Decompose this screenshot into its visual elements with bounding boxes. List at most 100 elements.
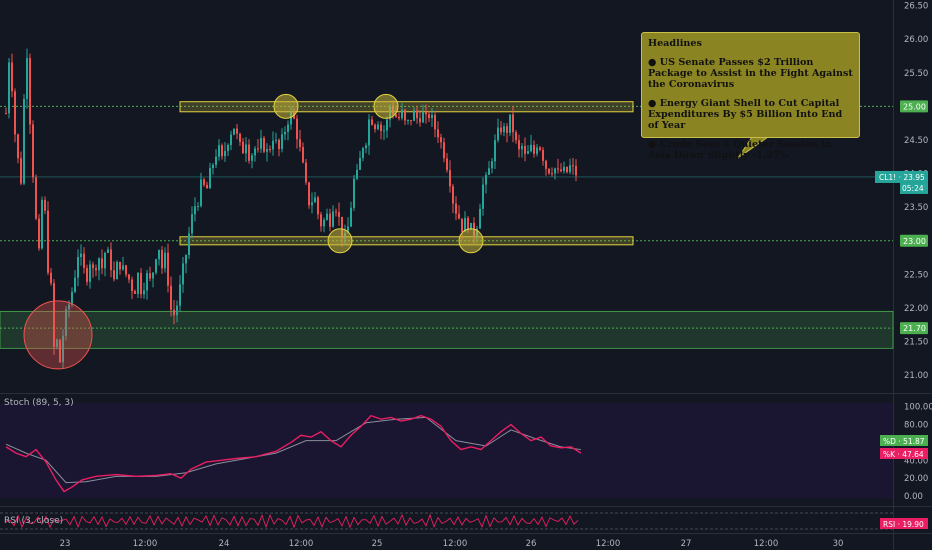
- candle-body: [488, 168, 490, 175]
- candle-body: [278, 139, 280, 150]
- candle-body: [20, 158, 22, 184]
- candle-body: [92, 264, 94, 269]
- candle-body: [485, 174, 487, 185]
- candle-body: [323, 219, 325, 227]
- candle-body: [50, 272, 52, 284]
- candle-body: [239, 133, 241, 142]
- candle-body: [554, 168, 556, 174]
- candle-body: [410, 120, 412, 122]
- price-tick-label: 22.00: [904, 304, 928, 314]
- candle-body: [515, 132, 517, 141]
- candle-body: [377, 124, 379, 130]
- candle-body: [122, 265, 124, 270]
- rsi-title: RSI (3, close): [4, 516, 64, 526]
- candle-body: [365, 145, 367, 149]
- candle-body: [431, 114, 433, 119]
- candle-body: [230, 134, 232, 146]
- candle-body: [98, 258, 100, 271]
- candle-body: [275, 139, 277, 141]
- stoch-tick-label: 40.00: [904, 456, 928, 466]
- candle-body: [266, 149, 268, 152]
- time-tick-label: 12:00: [133, 539, 158, 549]
- candle-body: [173, 309, 175, 316]
- candle-body: [329, 213, 331, 227]
- candle-body: [413, 110, 415, 121]
- stoch-badge-label: %K · 47.64: [883, 450, 924, 459]
- candle-body: [269, 149, 271, 151]
- candle-body: [479, 208, 481, 229]
- candle-body: [221, 145, 223, 157]
- candle-body: [569, 165, 571, 173]
- candle-body: [215, 156, 217, 165]
- candle-body: [77, 257, 79, 278]
- time-tick-label: 12:00: [289, 539, 314, 549]
- candle-body: [494, 140, 496, 162]
- highlight-circle: [327, 228, 353, 254]
- candle-body: [38, 218, 40, 249]
- candle-body: [314, 197, 316, 203]
- stoch-tick-label: 80.00: [904, 421, 928, 431]
- candle-body: [224, 151, 226, 157]
- candle-body: [407, 120, 409, 122]
- stoch-line-k: [5, 414, 582, 493]
- level-badge: [900, 234, 928, 247]
- candle-body: [68, 304, 70, 310]
- candle-body: [563, 166, 565, 172]
- candle-body: [536, 147, 538, 154]
- time-tick-label: 24: [219, 539, 230, 549]
- candle-body: [461, 218, 463, 232]
- price-tick-label: 25.50: [904, 69, 928, 79]
- candle-body: [206, 184, 208, 189]
- candle-body: [65, 309, 67, 336]
- candle-body: [56, 339, 58, 348]
- candle-body: [371, 119, 373, 125]
- stoch-tick-label: 20.00: [904, 474, 928, 484]
- candle-body: [374, 124, 376, 130]
- level-badge: [900, 100, 928, 113]
- candle-body: [41, 199, 43, 249]
- last-price-badge: [875, 170, 928, 183]
- time-tick-label: 27: [681, 539, 692, 549]
- candle-body: [167, 252, 169, 286]
- candle-body: [356, 169, 358, 179]
- candle-body: [104, 252, 106, 269]
- candle-body: [140, 272, 142, 295]
- candle-body: [545, 160, 547, 169]
- price-tick-label: 22.50: [904, 270, 928, 280]
- candle-body: [164, 252, 166, 269]
- candle-body: [74, 277, 76, 292]
- candle-body: [353, 178, 355, 208]
- level-badge-label: 21.70: [903, 324, 926, 333]
- candle-body: [11, 62, 13, 92]
- time-tick-label: 12:00: [443, 539, 468, 549]
- candle-body: [311, 202, 313, 206]
- candle-body: [257, 148, 259, 150]
- candle-body: [101, 258, 103, 269]
- candle-body: [116, 262, 118, 280]
- candle-body: [218, 145, 220, 157]
- candle-body: [398, 116, 400, 119]
- candle-body: [512, 114, 514, 133]
- candle-body: [347, 226, 349, 234]
- price-tick-label: 21.00: [904, 371, 928, 381]
- candle-body: [437, 129, 439, 138]
- candle-body: [86, 268, 88, 282]
- candle-body: [302, 147, 304, 163]
- candle-body: [203, 179, 205, 185]
- candle-body: [83, 253, 85, 269]
- candle-body: [14, 91, 16, 135]
- candle-body: [482, 184, 484, 209]
- candle-body: [434, 114, 436, 130]
- candle-body: [521, 145, 523, 150]
- candle-body: [179, 284, 181, 306]
- last-price-label: CL1! · 23.95: [879, 173, 925, 182]
- stoch-title: Stoch (89, 5, 3): [4, 398, 74, 408]
- candle-body: [524, 145, 526, 154]
- candle-body: [290, 111, 292, 125]
- candle-body: [497, 127, 499, 141]
- headline-item-3: ● Crude Sees a Quieter Session in Asia D…: [648, 139, 832, 161]
- candle-body: [125, 265, 127, 275]
- candle-body: [17, 134, 19, 159]
- candle-body: [383, 130, 385, 132]
